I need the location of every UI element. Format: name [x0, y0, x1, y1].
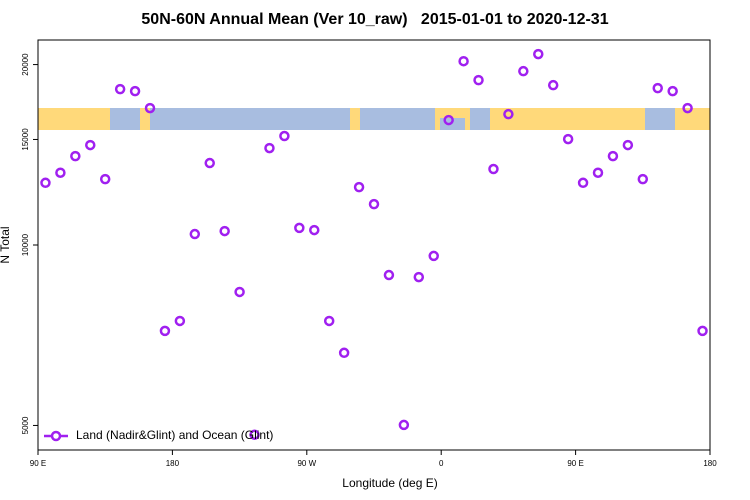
- data-point: [323, 315, 335, 327]
- y-tick-label: 15000: [21, 128, 30, 151]
- data-point: [592, 167, 604, 178]
- data-point: [383, 269, 395, 281]
- data-point: [114, 83, 126, 95]
- world-map-band: [38, 108, 710, 130]
- data-point: [70, 150, 81, 162]
- data-point: [189, 228, 201, 240]
- data-point: [55, 167, 66, 178]
- x-tick-label: 90 W: [297, 459, 316, 468]
- x-tick-label: 180: [166, 459, 180, 468]
- data-point: [174, 315, 186, 327]
- data-point: [533, 48, 544, 60]
- data-point: [219, 225, 230, 237]
- data-point: [368, 198, 380, 210]
- data-point: [518, 65, 529, 77]
- data-point: [353, 181, 365, 193]
- y-tick-label: 10000: [21, 233, 30, 256]
- data-point: [667, 85, 678, 97]
- y-tick-label: 20000: [21, 53, 30, 76]
- legend-marker: [50, 430, 62, 442]
- data-point: [159, 325, 171, 337]
- x-tick-label: 0: [439, 459, 444, 468]
- data-point: [85, 139, 96, 151]
- data-point: [622, 139, 634, 151]
- chart-title: 50N-60N Annual Mean (Ver 10_raw) 2015-01…: [141, 11, 608, 28]
- data-point: [129, 85, 141, 97]
- data-point: [428, 250, 439, 262]
- y-tick-label: 5000: [21, 416, 30, 434]
- x-axis-label: Longitude (deg E): [342, 476, 437, 490]
- data-point: [562, 133, 574, 145]
- data-point: [279, 130, 290, 142]
- legend-label: Land (Nadir&Glint) and Ocean (Glint): [76, 428, 273, 442]
- data-point: [204, 157, 215, 169]
- data-point: [488, 163, 499, 175]
- data-point: [99, 173, 111, 185]
- data-point: [40, 177, 51, 189]
- data-point: [503, 108, 514, 120]
- x-tick-label: 180: [703, 459, 717, 468]
- data-point: [443, 114, 454, 126]
- data-point: [637, 173, 649, 185]
- data-point: [547, 79, 559, 91]
- y-axis-label: N Total: [0, 226, 12, 263]
- data-point: [577, 177, 589, 189]
- plot-frame: [37, 39, 711, 451]
- data-point: [458, 55, 469, 67]
- data-point: [309, 224, 320, 236]
- data-point: [294, 222, 305, 234]
- data-point: [682, 102, 693, 114]
- data-point: [413, 271, 425, 283]
- data-point: [338, 347, 350, 359]
- data-point: [234, 286, 245, 298]
- data-point: [697, 325, 708, 337]
- data-point: [652, 82, 663, 94]
- data-point: [473, 74, 484, 86]
- data-point: [264, 142, 275, 154]
- data-point: [398, 419, 410, 431]
- data-point: [607, 150, 619, 162]
- data-point: [144, 102, 156, 114]
- x-tick-label: 90 E: [30, 459, 46, 468]
- data-point: [249, 429, 260, 440]
- x-tick-label: 90 E: [567, 459, 583, 468]
